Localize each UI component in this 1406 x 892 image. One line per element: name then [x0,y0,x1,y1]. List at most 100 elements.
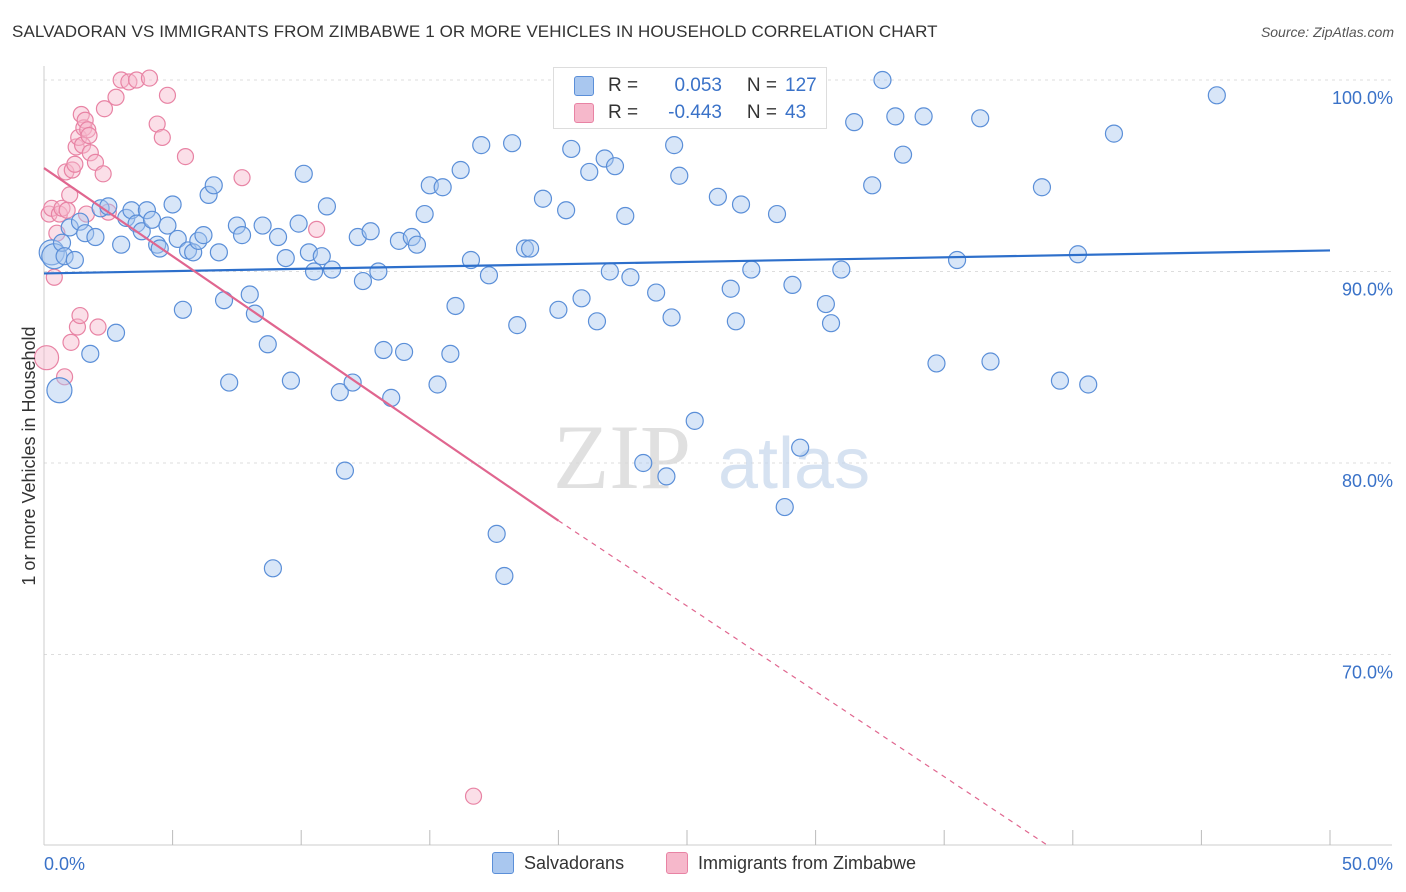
data-point [549,300,568,319]
data-point [845,113,864,132]
data-point [816,294,835,314]
data-point [600,262,619,281]
data-point [893,145,913,164]
data-point [232,226,252,245]
n-label: N = [746,102,777,123]
legend-swatch-pink [666,852,688,874]
data-point [451,160,470,180]
data-point [665,136,684,155]
data-point [415,204,434,224]
y-tick-label: 80.0% [1342,471,1393,491]
data-point [33,345,60,371]
data-point [605,157,625,176]
data-point [209,243,228,262]
data-point [562,139,581,159]
data-point [189,231,208,250]
data-point [335,461,355,480]
pink-series-points [33,69,483,805]
data-point [80,126,98,145]
source-label: Source: ZipAtlas.com [1260,24,1394,40]
data-point [127,71,146,89]
data-point [140,69,159,87]
y-tick-label: 70.0% [1342,663,1393,683]
data-point [137,201,156,220]
data-point [289,214,308,233]
data-point [587,312,607,331]
data-point [86,227,105,247]
legend-item-salvadorans[interactable]: Salvadorans [492,852,624,874]
data-point [220,373,239,392]
data-point [914,107,933,126]
data-point [58,201,76,219]
data-point [184,243,203,262]
data-point [873,70,892,90]
data-point [464,787,483,805]
data-point [194,226,213,245]
data-point [472,136,491,155]
data-point [634,453,653,473]
data-point [95,100,114,118]
legend-label: Salvadorans [524,852,625,873]
r-label: R = [608,102,639,123]
y-axis-label: 1 or more Vehicles in Household [19,326,39,585]
n-label: N = [746,75,777,96]
data-point [461,250,481,270]
data-point [981,352,1000,371]
data-point [55,368,74,386]
data-point [343,373,362,392]
data-point [361,222,380,241]
data-point [38,239,65,266]
data-point [173,300,192,319]
data-point [503,134,522,153]
data-point [158,86,177,104]
data-point [374,340,393,360]
data-point [886,107,905,126]
data-point [163,195,182,214]
data-point [557,201,576,220]
pink-swatch [574,103,594,123]
legend-label: Immigrants from Zimbabwe [698,852,917,873]
data-point [495,566,514,586]
x-tick-label: 0.0% [44,854,85,874]
data-point [112,235,131,254]
data-point [142,210,162,229]
n-value: 43 [785,102,807,123]
data-point [199,185,218,204]
data-point [253,216,272,235]
data-point [428,375,447,394]
data-point [791,438,810,457]
data-point [580,162,599,182]
data-point [46,377,73,404]
data-point [153,128,171,147]
r-label: R = [608,75,639,96]
data-point [240,285,259,304]
data-point [767,204,787,224]
data-point [65,250,84,270]
data-point [62,333,80,351]
legend-item-zimbabwe[interactable]: Immigrants from Zimbabwe [666,852,916,874]
data-point [433,178,452,197]
data-point [76,224,95,243]
chart-title: SALVADORAN VS IMMIGRANTS FROM ZIMBABWE 1… [12,22,938,41]
blue-swatch [574,76,594,96]
n-value: 127 [785,75,817,96]
data-point [731,195,751,214]
data-point [533,189,553,208]
data-point [317,197,337,216]
data-point [79,121,97,139]
data-point [204,176,223,195]
data-point [832,260,851,279]
data-point [158,216,177,235]
data-point [595,149,614,168]
data-point [1104,124,1124,143]
data-point [621,268,640,287]
data-point [446,296,465,316]
data-point [1050,371,1070,390]
data-point [71,306,89,325]
tick-labels: 100.0% 90.0% 80.0% 70.0% 0.0% 50.0% [44,88,1393,874]
y-tick-label: 100.0% [1332,88,1393,108]
data-point [168,229,187,249]
data-point [971,109,990,128]
data-point [927,354,946,373]
